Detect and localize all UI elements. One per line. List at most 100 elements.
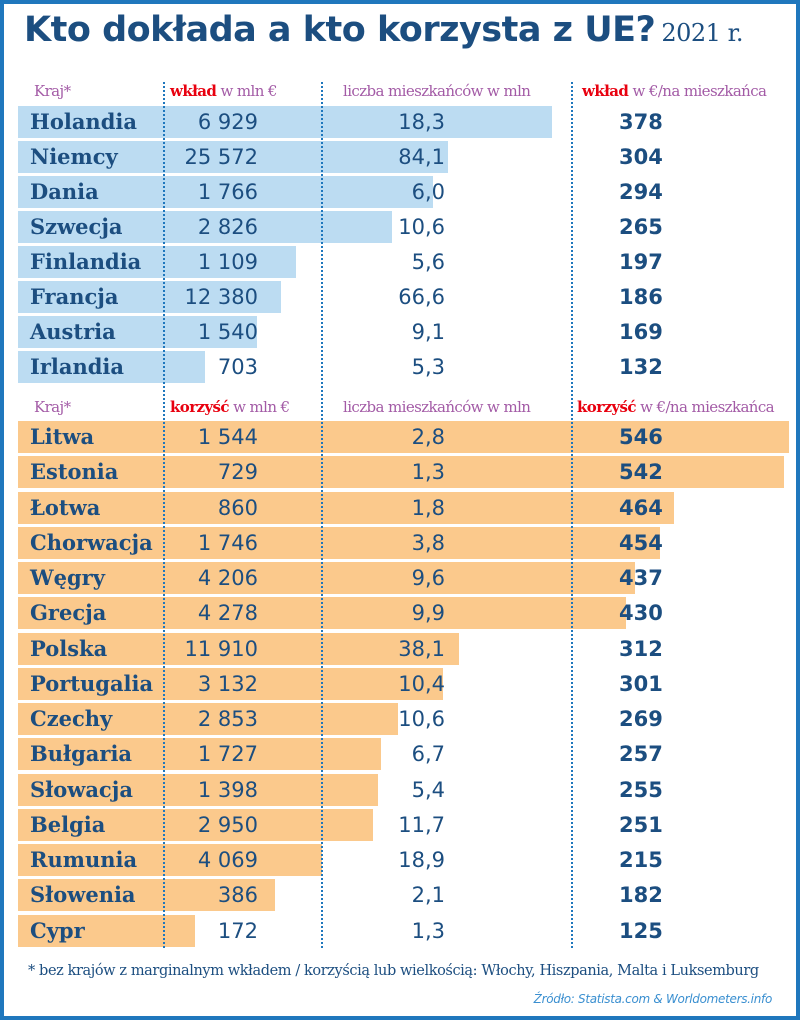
cell-amount: 386 xyxy=(217,883,258,908)
cell-amount: 2 826 xyxy=(197,215,258,239)
cell-per-capita: 169 xyxy=(619,320,663,344)
cell-country: Chorwacja xyxy=(30,529,153,555)
footnote: * bez krajów z marginalnym wkładem / kor… xyxy=(28,963,759,979)
divider-amount xyxy=(163,82,165,948)
cell-amount: 729 xyxy=(217,460,258,485)
header-per-capita-keyword: wkład xyxy=(582,82,629,100)
cell-amount: 2 950 xyxy=(197,812,258,837)
cell-country: Cypr xyxy=(30,917,85,943)
divider-per-capita xyxy=(571,82,573,948)
cell-population: 5,3 xyxy=(411,355,445,379)
header-amount: wkład w mln € xyxy=(170,82,277,100)
cell-population: 66,6 xyxy=(398,285,445,309)
cell-per-capita: 265 xyxy=(619,215,663,239)
cell-country: Węgry xyxy=(30,565,105,590)
cell-population: 6,0 xyxy=(411,180,445,204)
cell-population: 38,1 xyxy=(398,636,445,661)
cell-per-capita: 197 xyxy=(619,250,663,274)
bar-beneficiaries xyxy=(18,914,195,947)
header-per-capita-unit: w €/na mieszkańca xyxy=(635,398,775,416)
cell-per-capita: 437 xyxy=(619,566,663,590)
cell-country: Niemcy xyxy=(30,144,118,169)
cell-country: Łotwa xyxy=(30,494,101,520)
bar-beneficiaries xyxy=(18,844,322,876)
cell-country: Słowenia xyxy=(30,882,136,908)
cell-country: Rumunia xyxy=(30,847,138,872)
cell-country: Polska xyxy=(30,635,108,661)
cell-amount: 4 069 xyxy=(197,848,258,872)
cell-amount: 11 910 xyxy=(184,636,258,661)
cell-country: Dania xyxy=(30,179,99,204)
cell-country: Bułgaria xyxy=(30,741,133,767)
cell-country: Francja xyxy=(30,284,119,309)
cell-amount: 3 132 xyxy=(197,671,258,696)
bar-beneficiaries xyxy=(18,667,444,700)
cell-population: 10,6 xyxy=(398,215,445,239)
title-year: 2021 r. xyxy=(661,19,744,47)
header-amount-unit: w mln € xyxy=(216,82,277,100)
cell-amount: 25 572 xyxy=(184,145,258,169)
bar-contributors xyxy=(18,316,257,348)
cell-per-capita: 464 xyxy=(619,495,663,520)
bar-beneficiaries xyxy=(18,808,373,841)
bar-beneficiaries xyxy=(18,703,399,735)
header-per-capita-unit: w €/na mieszkańca xyxy=(628,82,767,100)
bar-contributors xyxy=(18,176,434,208)
cell-population: 10,6 xyxy=(398,707,445,731)
cell-per-capita: 215 xyxy=(619,848,663,872)
cell-per-capita: 546 xyxy=(619,425,663,449)
cell-country: Grecja xyxy=(30,600,107,626)
bar-beneficiaries xyxy=(18,773,379,806)
header-amount-unit: w mln € xyxy=(228,398,290,416)
cell-amount: 4 206 xyxy=(197,566,258,590)
title-text: Kto dokłada a kto korzysta z UE? xyxy=(24,10,656,50)
cell-per-capita: 182 xyxy=(619,883,663,908)
cell-population: 5,4 xyxy=(411,777,445,802)
cell-amount: 1 746 xyxy=(197,530,258,555)
cell-amount: 1 727 xyxy=(197,742,258,767)
cell-population: 18,9 xyxy=(398,848,445,872)
cell-amount: 172 xyxy=(217,918,258,943)
cell-amount: 4 278 xyxy=(197,601,258,626)
cell-population: 9,6 xyxy=(411,566,445,590)
cell-amount: 1 109 xyxy=(197,250,258,274)
header-amount-keyword: korzyść xyxy=(170,398,230,416)
cell-country: Portugalia xyxy=(30,670,154,696)
cell-per-capita: 294 xyxy=(619,180,663,204)
cell-per-capita: 255 xyxy=(619,777,663,802)
cell-amount: 12 380 xyxy=(184,285,258,309)
cell-population: 1,8 xyxy=(411,495,445,520)
bar-contributors xyxy=(18,281,281,313)
bar-beneficiaries xyxy=(18,562,636,594)
cell-amount: 1 766 xyxy=(197,180,258,204)
cell-per-capita: 312 xyxy=(619,636,663,661)
header-amount: korzyść w mln € xyxy=(170,398,290,416)
cell-population: 1,3 xyxy=(411,918,445,943)
cell-amount: 1 544 xyxy=(197,425,258,449)
cell-population: 2,8 xyxy=(411,425,445,449)
cell-country: Czechy xyxy=(30,706,113,731)
cell-per-capita: 251 xyxy=(619,812,663,837)
cell-per-capita: 454 xyxy=(619,530,663,555)
cell-country: Irlandia xyxy=(30,354,125,379)
cell-amount: 1 398 xyxy=(197,777,258,802)
cell-per-capita: 132 xyxy=(619,355,663,379)
header-per-capita: korzyść w €/na mieszkańca xyxy=(577,398,775,416)
bar-beneficiaries xyxy=(18,632,459,665)
cell-per-capita: 542 xyxy=(619,460,663,485)
bar-beneficiaries xyxy=(18,456,784,489)
cell-per-capita: 430 xyxy=(619,601,663,626)
cell-per-capita: 269 xyxy=(619,707,663,731)
cell-country: Holandia xyxy=(30,109,137,134)
bar-beneficiaries xyxy=(18,738,382,771)
cell-population: 9,9 xyxy=(411,601,445,626)
bar-contributors xyxy=(18,211,393,243)
divider-population xyxy=(321,82,323,948)
header-per-capita: wkład w €/na mieszkańca xyxy=(582,82,767,100)
cell-population: 84,1 xyxy=(398,145,445,169)
bar-contributors xyxy=(18,106,553,138)
cell-per-capita: 301 xyxy=(619,671,663,696)
bar-beneficiaries xyxy=(18,526,660,559)
header-country: Kraj* xyxy=(34,398,71,416)
